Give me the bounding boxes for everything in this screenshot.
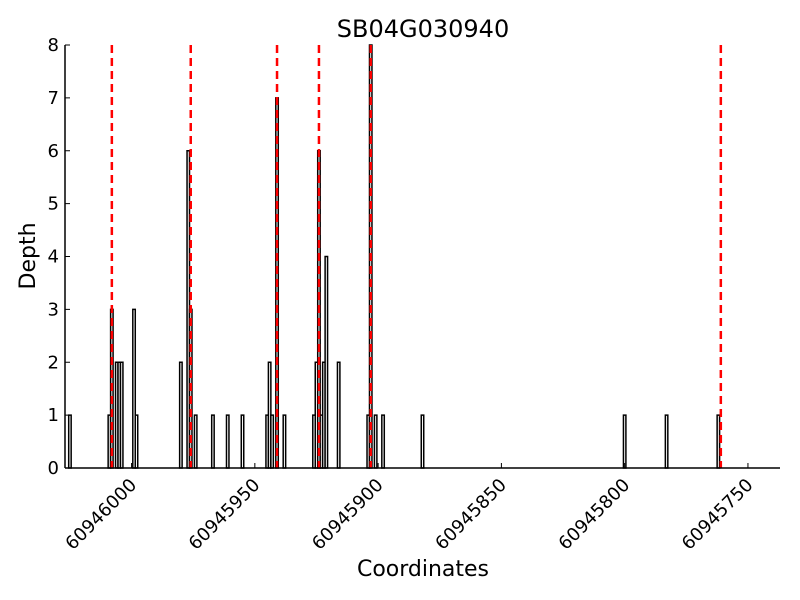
x-ticks-group: 60946000 60945950 60945900 60945850 60945800… <box>61 463 757 554</box>
y-tick-label: 1 <box>48 405 59 426</box>
x-tick-label: 60945950 <box>185 475 265 555</box>
y-tick-label: 2 <box>48 352 59 373</box>
y-tick-label: 7 <box>48 88 59 109</box>
y-axis-label: Depth <box>16 222 41 289</box>
reference-lines-group <box>110 45 723 468</box>
depth-bar <box>67 414 72 469</box>
depth-bar <box>716 414 721 469</box>
x-axis-label: Coordinates <box>357 557 489 582</box>
depth-bar <box>324 255 329 469</box>
bars-group <box>67 44 721 469</box>
depth-bar <box>420 414 425 469</box>
depth-bar <box>381 414 386 469</box>
x-tick-label: 60945800 <box>555 475 635 555</box>
y-tick-label: 3 <box>48 299 59 320</box>
y-tick-label: 5 <box>48 194 59 215</box>
depth-bar <box>134 414 139 469</box>
depth-bar <box>373 414 378 469</box>
depth-bar <box>270 414 275 469</box>
y-tick-label: 0 <box>48 458 59 479</box>
depth-bar <box>664 414 669 469</box>
y-ticks-group: 0 1 2 3 4 5 6 7 8 <box>48 35 70 479</box>
depth-bar <box>336 361 341 469</box>
y-tick-label: 6 <box>48 141 59 162</box>
depth-bar <box>622 414 627 469</box>
x-tick-label: 60945850 <box>431 475 511 555</box>
x-tick-label: 60946000 <box>61 475 141 555</box>
depth-bar <box>119 361 124 469</box>
depth-bar <box>240 414 245 469</box>
y-tick-label: 8 <box>48 35 59 56</box>
depth-bar <box>225 414 230 469</box>
y-tick-label: 4 <box>48 247 59 268</box>
depth-bar <box>193 414 198 469</box>
chart-title: SB04G030940 <box>337 15 509 43</box>
depth-bar <box>282 414 287 469</box>
depth-bar <box>178 361 183 469</box>
depth-bar <box>210 414 215 469</box>
x-tick-label: 60945900 <box>308 475 388 555</box>
x-tick-label: 60945750 <box>678 475 758 555</box>
